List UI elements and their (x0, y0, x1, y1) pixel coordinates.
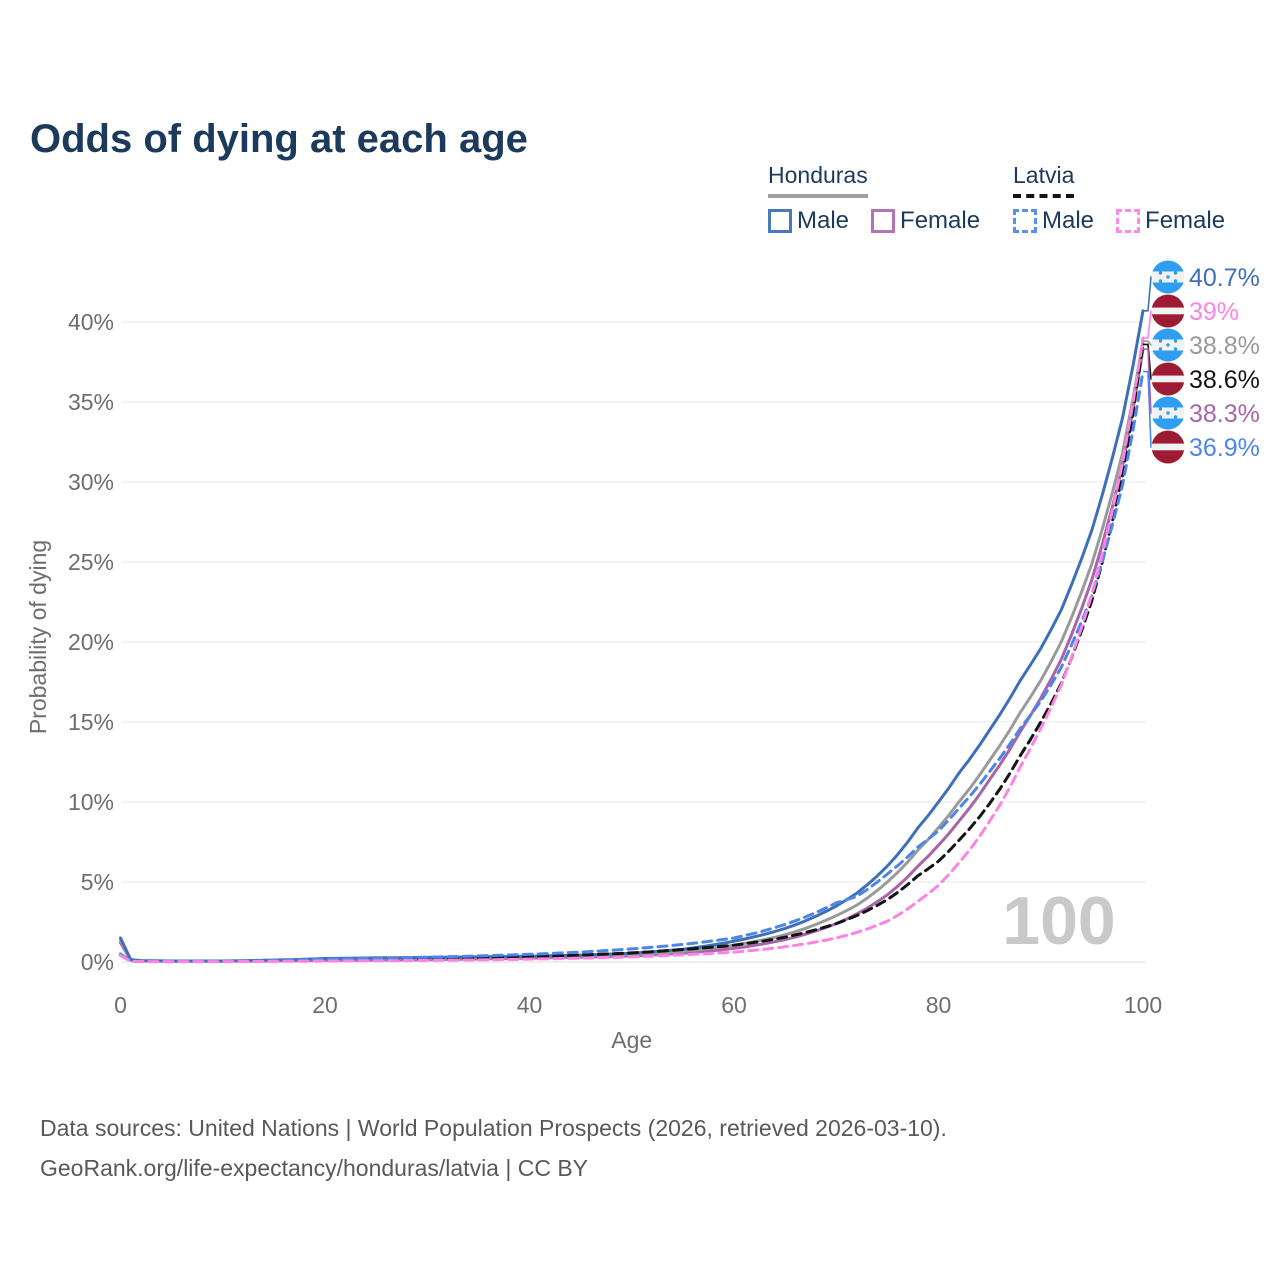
legend-label: Male (797, 207, 850, 234)
x-axis-title: Age (611, 1027, 652, 1053)
latvia-flag-icon (1151, 430, 1185, 464)
y-tick-label: 30% (68, 469, 114, 495)
series-line-latvia-male[interactable] (119, 370, 1145, 963)
series-line-honduras-male[interactable] (119, 309, 1145, 963)
honduras-flag-icon (1151, 328, 1185, 362)
y-tick-label: 35% (68, 389, 114, 415)
x-tick-label: 40 (517, 992, 543, 1018)
end-value-label-latvia-female: 39% (1189, 298, 1239, 326)
page-title: Odds of dying at each age (30, 116, 528, 161)
legend-label: Male (1042, 207, 1095, 234)
y-tick-label: 5% (81, 869, 114, 895)
end-value-label-honduras-both: 38.8% (1189, 332, 1260, 360)
x-tick-label: 20 (312, 992, 338, 1018)
legend-item-honduras-female[interactable]: Female (871, 207, 980, 235)
georank-url-line: GeoRank.org/life-expectancy/honduras/lat… (40, 1155, 589, 1181)
y-tick-label: 10% (68, 789, 114, 815)
end-value-label-latvia-both: 38.6% (1189, 366, 1260, 394)
y-tick-label: 20% (68, 629, 114, 655)
legend-item-latvia-male[interactable]: Male (1013, 207, 1094, 235)
source-attribution: Data sources: United Nations | World Pop… (40, 1108, 947, 1188)
end-value-label-honduras-male: 40.7% (1189, 264, 1260, 292)
y-tick-label: 0% (81, 949, 114, 975)
legend-item-honduras-male[interactable]: Male (768, 207, 849, 235)
series-line-honduras-both[interactable] (119, 339, 1145, 963)
end-value-label-latvia-male: 36.9% (1189, 434, 1260, 462)
honduras-flag-icon (1151, 396, 1185, 430)
honduras-female-swatch-icon (871, 209, 896, 233)
end-value-label-honduras-female: 38.3% (1189, 400, 1260, 428)
honduras-flag-icon (1151, 260, 1185, 294)
x-tick-label: 60 (721, 992, 747, 1018)
legend-item-latvia-female[interactable]: Female (1116, 207, 1225, 235)
legend-group-latvia: Latvia Male Female (1013, 162, 1225, 235)
latvia-flag-icon (1151, 362, 1185, 396)
y-axis-title: Probability of dying (25, 540, 51, 734)
x-tick-label: 80 (926, 992, 952, 1018)
y-tick-label: 15% (68, 709, 114, 735)
legend-label: Female (900, 207, 981, 234)
legend-label: Female (1145, 207, 1226, 234)
legend-group-honduras: Honduras Male Female (768, 162, 980, 235)
x-tick-label: 0 (114, 992, 127, 1018)
series-line-latvia-both[interactable] (119, 342, 1145, 964)
y-tick-label: 40% (68, 309, 114, 335)
x-tick-label: 100 (1124, 992, 1162, 1018)
latvia-male-swatch-icon (1013, 209, 1037, 233)
watermark-age-100: 100 (1002, 883, 1115, 959)
legend-header-honduras: Honduras (768, 162, 868, 198)
latvia-female-swatch-icon (1116, 209, 1141, 233)
series-line-honduras-female[interactable] (119, 347, 1145, 963)
latvia-flag-icon (1151, 294, 1185, 328)
series-line-latvia-female[interactable] (119, 336, 1145, 964)
data-sources-line: Data sources: United Nations | World Pop… (40, 1115, 947, 1141)
y-tick-label: 25% (68, 549, 114, 575)
legend-header-latvia: Latvia (1013, 162, 1075, 198)
honduras-male-swatch-icon (768, 209, 792, 233)
